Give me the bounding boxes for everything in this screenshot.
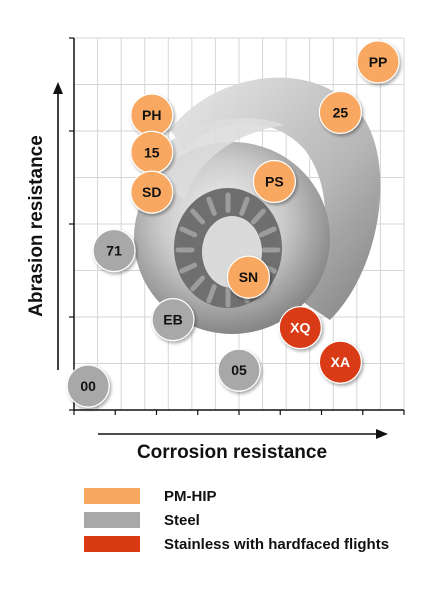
data-point-71: 71 [92,228,136,273]
x-arrow-head [376,429,388,439]
bubble-pm-hip [130,170,174,214]
bubble-label: 25 [333,104,349,120]
bubble-label: 71 [106,243,122,259]
data-point-25: 25 [318,90,362,135]
legend-swatch-pm-hip [84,488,140,504]
bubble-pm-hip [356,40,400,84]
data-point-ps: PS [252,159,296,204]
spline-tooth [179,262,198,274]
data-point-ph: PH [130,93,174,137]
legend-label: Steel [164,511,200,529]
spline-tooth [250,208,266,225]
bubble-stainless-with-hardfaced-flights [318,340,362,384]
x-axis-title: Corrosion resistance [137,442,327,463]
y-axis-arrow [53,82,63,370]
data-point-xq: XQ [278,306,322,350]
bubble-label: PS [265,173,284,189]
screw-flight-front [145,118,285,200]
bubble-label: EB [163,312,182,328]
bubble-pm-hip [318,90,362,135]
bubble-label: 05 [231,362,247,378]
data-point-00: 00 [66,364,110,408]
data-point-15: 15 [130,130,174,174]
data-points: PP PH 25 15 SD PS SN 71 EB 05 00 XQ XA [66,40,400,408]
bubble-label: XQ [290,320,310,336]
bubble-pm-hip [226,255,271,299]
legend-item-pm-hip: PM-HIP [84,484,389,508]
bubble-label: SD [142,184,161,200]
bubble-pm-hip [252,159,296,204]
legend-item-stainless: Stainless with hardfaced flights [84,532,389,556]
data-point-05: 05 [217,348,261,392]
legend-swatch-steel [84,512,140,528]
bubble-label: 00 [80,378,96,394]
spline-tooth [206,284,217,304]
data-point-eb: EB [151,298,195,342]
bubble-steel [217,348,261,392]
axes [69,37,405,415]
spline-tooth [190,208,206,225]
x-axis-arrow [98,429,388,439]
y-arrow-head [53,82,63,94]
y-axis-title: Abrasion resistance [26,135,47,317]
spline-teeth [175,192,281,308]
data-point-pp: PP [356,40,400,84]
bubble-label: SN [239,269,258,285]
spline-tooth [258,226,277,238]
screw-flight-back [170,77,381,320]
spline-tooth [190,275,206,292]
legend-item-steel: Steel [84,508,389,532]
bubble-label: PH [142,107,161,123]
spline-tooth [206,196,217,216]
bubble-label: PP [369,54,388,70]
data-point-sn: SN [226,255,271,299]
bubble-label: 15 [144,144,160,160]
bubble-steel [92,228,136,273]
spline-tooth [239,196,250,216]
data-point-xa: XA [318,340,362,384]
legend-swatch-stainless [84,536,140,552]
bubble-label: XA [331,354,350,370]
bubble-stainless-with-hardfaced-flights [278,306,322,350]
bubble-steel [151,298,195,342]
axis-ticks [69,37,405,415]
data-point-sd: SD [130,170,174,214]
legend: PM-HIP Steel Stainless with hardfaced fl… [84,484,389,556]
spline-tooth [179,226,198,238]
bubble-steel [66,364,110,408]
legend-label: Stainless with hardfaced flights [164,535,390,553]
legend-label: PM-HIP [164,487,217,505]
